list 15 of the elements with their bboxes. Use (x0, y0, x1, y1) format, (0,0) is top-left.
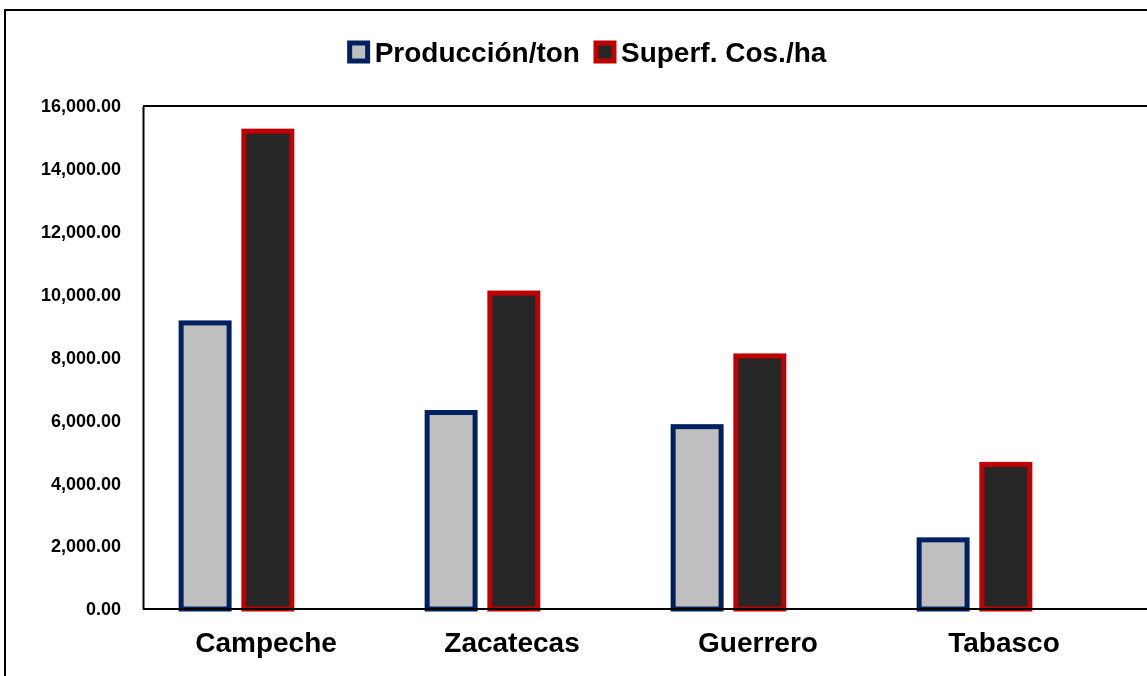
y-tick-label: 0.00 (85, 599, 121, 620)
x-tick-label: Zacatecas (444, 627, 580, 659)
x-tick-label: Campeche (195, 627, 337, 659)
y-tick-label: 6,000.00 (50, 410, 121, 431)
x-tick-label: Guerrero (698, 627, 818, 659)
y-tick-label: 10,000.00 (40, 284, 121, 305)
y-tick-label: 2,000.00 (50, 536, 121, 557)
y-tick-label: 8,000.00 (50, 347, 121, 368)
legend-label: Producción/ton (374, 37, 580, 68)
y-tick-label: 12,000.00 (40, 222, 121, 243)
x-tick-label: Tabasco (948, 627, 1060, 659)
legend-label: Superf. Cos./ha (620, 37, 827, 68)
y-tick-label: 4,000.00 (50, 473, 121, 494)
y-tick-label: 16,000.00 (40, 96, 121, 117)
y-tick-label: 14,000.00 (40, 159, 121, 180)
